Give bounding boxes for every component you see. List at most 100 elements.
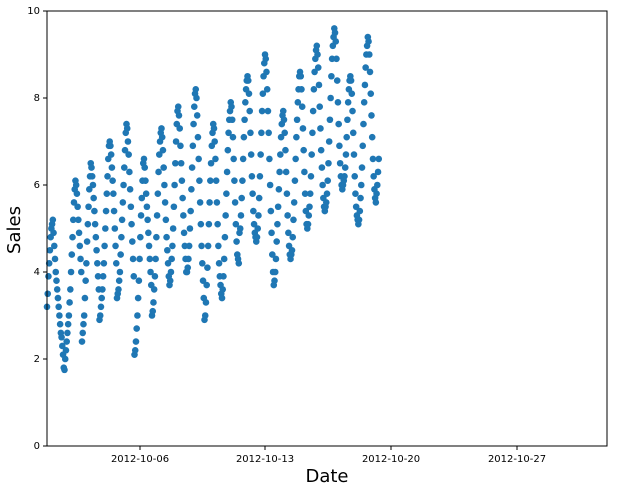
x-axis-title: Date <box>305 466 348 487</box>
data-point <box>368 133 376 141</box>
data-point <box>268 229 275 237</box>
y-tick-label: 8 <box>34 93 40 104</box>
data-point <box>147 268 154 276</box>
data-point <box>121 146 129 154</box>
data-point <box>175 112 183 119</box>
data-point <box>263 68 270 76</box>
data-point <box>80 312 88 319</box>
data-point <box>350 151 358 158</box>
data-point <box>219 286 227 293</box>
data-point <box>137 233 144 241</box>
data-point <box>254 225 262 232</box>
data-point <box>85 186 93 193</box>
data-point <box>281 129 289 137</box>
data-point <box>75 216 82 224</box>
data-point <box>275 186 283 193</box>
data-point <box>318 164 326 171</box>
data-point <box>349 107 356 115</box>
data-point <box>307 173 315 180</box>
data-point <box>264 107 272 115</box>
data-point <box>228 103 235 110</box>
data-point <box>102 225 109 232</box>
data-point <box>196 199 204 206</box>
data-point <box>374 168 382 176</box>
data-point <box>324 177 332 184</box>
data-point <box>304 220 312 228</box>
data-point <box>50 242 58 250</box>
data-point <box>52 268 60 276</box>
data-point <box>90 194 97 202</box>
data-point <box>169 225 177 232</box>
data-point <box>171 181 178 189</box>
data-point <box>67 268 75 276</box>
data-point <box>236 225 244 232</box>
data-point <box>150 299 157 306</box>
x-axis: 2012-10-06 2012-10-13 2012-10-20 2012-10… <box>111 446 546 465</box>
data-point <box>309 107 317 115</box>
data-point <box>85 203 92 211</box>
data-point <box>282 146 289 154</box>
data-point <box>140 155 148 163</box>
data-point <box>107 142 114 150</box>
data-point <box>332 38 340 45</box>
data-point <box>178 177 186 184</box>
data-point <box>333 77 341 84</box>
x-tick-label: 2012-10-06 <box>111 454 169 465</box>
data-point <box>94 273 102 280</box>
x-tick-label: 2012-10-13 <box>236 454 294 465</box>
data-point <box>360 120 367 128</box>
data-point <box>79 329 87 337</box>
data-point <box>308 151 315 158</box>
data-point <box>367 90 375 97</box>
x-tick-label: 2012-10-27 <box>488 454 546 465</box>
data-point <box>163 233 170 241</box>
data-point <box>104 173 111 180</box>
data-point <box>74 203 81 211</box>
data-point <box>250 207 257 215</box>
data-point <box>159 146 167 154</box>
data-point <box>366 68 374 76</box>
data-point <box>193 94 200 102</box>
data-point <box>59 342 66 350</box>
data-point <box>305 212 313 219</box>
data-point <box>257 151 264 158</box>
data-point <box>145 229 152 237</box>
data-point <box>185 242 193 250</box>
data-point <box>266 155 273 163</box>
data-point <box>359 142 367 150</box>
data-point <box>355 216 363 224</box>
data-point <box>161 181 168 189</box>
data-point <box>253 233 261 241</box>
data-point <box>64 329 71 337</box>
data-point <box>145 242 153 250</box>
data-point <box>125 151 132 158</box>
data-point <box>218 294 226 302</box>
data-point <box>237 212 245 219</box>
data-point <box>348 90 356 97</box>
data-point <box>195 155 202 163</box>
data-point <box>174 103 182 110</box>
data-point <box>223 168 231 176</box>
data-point <box>245 90 253 97</box>
data-point <box>369 155 377 163</box>
data-point <box>256 173 264 180</box>
data-point <box>277 151 284 158</box>
data-point <box>274 203 282 211</box>
data-point <box>101 242 108 250</box>
data-point <box>45 260 53 267</box>
data-point <box>153 233 160 241</box>
data-point <box>206 199 213 206</box>
data-point <box>128 220 135 228</box>
data-point <box>67 286 74 293</box>
data-point <box>214 220 221 228</box>
data-point <box>211 138 219 145</box>
data-point <box>235 260 243 267</box>
y-axis-title: Sales <box>4 206 25 254</box>
data-point <box>112 260 120 267</box>
data-point <box>334 99 342 106</box>
data-point <box>300 146 307 154</box>
data-point <box>190 103 198 110</box>
data-point <box>99 286 106 293</box>
data-point <box>162 216 170 224</box>
data-point <box>124 138 132 145</box>
